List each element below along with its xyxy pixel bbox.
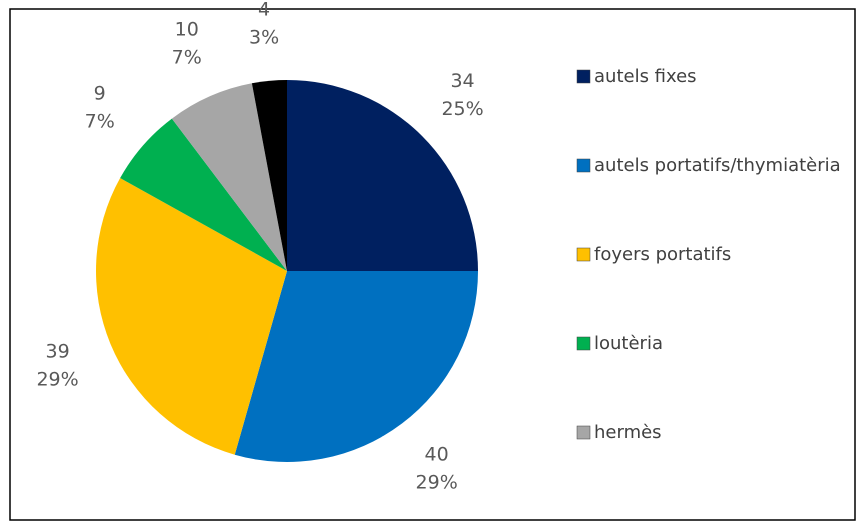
- legend-label: loutèria: [594, 333, 663, 354]
- pie-slice: [287, 80, 478, 271]
- pie-slice: [120, 118, 287, 272]
- pie-slice: [171, 83, 287, 271]
- legend-item: hermès: [594, 422, 662, 443]
- legend-label: foyers portatifs: [594, 244, 732, 265]
- pie-slice: [234, 271, 478, 462]
- legend-swatch: [576, 425, 591, 440]
- percent-label: 7%: [85, 111, 115, 133]
- legend-swatch: [576, 158, 591, 173]
- value-label: 10: [175, 18, 199, 40]
- percent-label: 29%: [416, 472, 458, 494]
- pie-slice: [95, 178, 287, 455]
- legend-label: hermès: [594, 422, 662, 443]
- percent-label: 29%: [36, 369, 78, 391]
- legend-swatch: [576, 336, 591, 351]
- legend-item: autels fixes: [594, 66, 697, 87]
- percent-label: 3%: [249, 26, 279, 48]
- percent-label: 7%: [172, 46, 202, 68]
- value-label: 34: [450, 70, 474, 92]
- legend-label: autels portatifs/thymiatèria: [594, 155, 841, 176]
- legend-item: loutèria: [594, 333, 663, 354]
- pie-slice: [251, 80, 287, 271]
- legend-label: autels fixes: [594, 66, 697, 87]
- legend-swatch: [576, 69, 591, 84]
- legend-item: foyers portatifs: [594, 244, 732, 265]
- value-label: 9: [94, 83, 106, 105]
- value-label: 40: [425, 444, 449, 466]
- percent-label: 25%: [441, 98, 483, 120]
- value-label: 39: [46, 341, 70, 363]
- legend-swatch: [576, 247, 591, 262]
- value-label: 4: [258, 0, 270, 20]
- legend-item: autels portatifs/thymiatèria: [594, 155, 841, 176]
